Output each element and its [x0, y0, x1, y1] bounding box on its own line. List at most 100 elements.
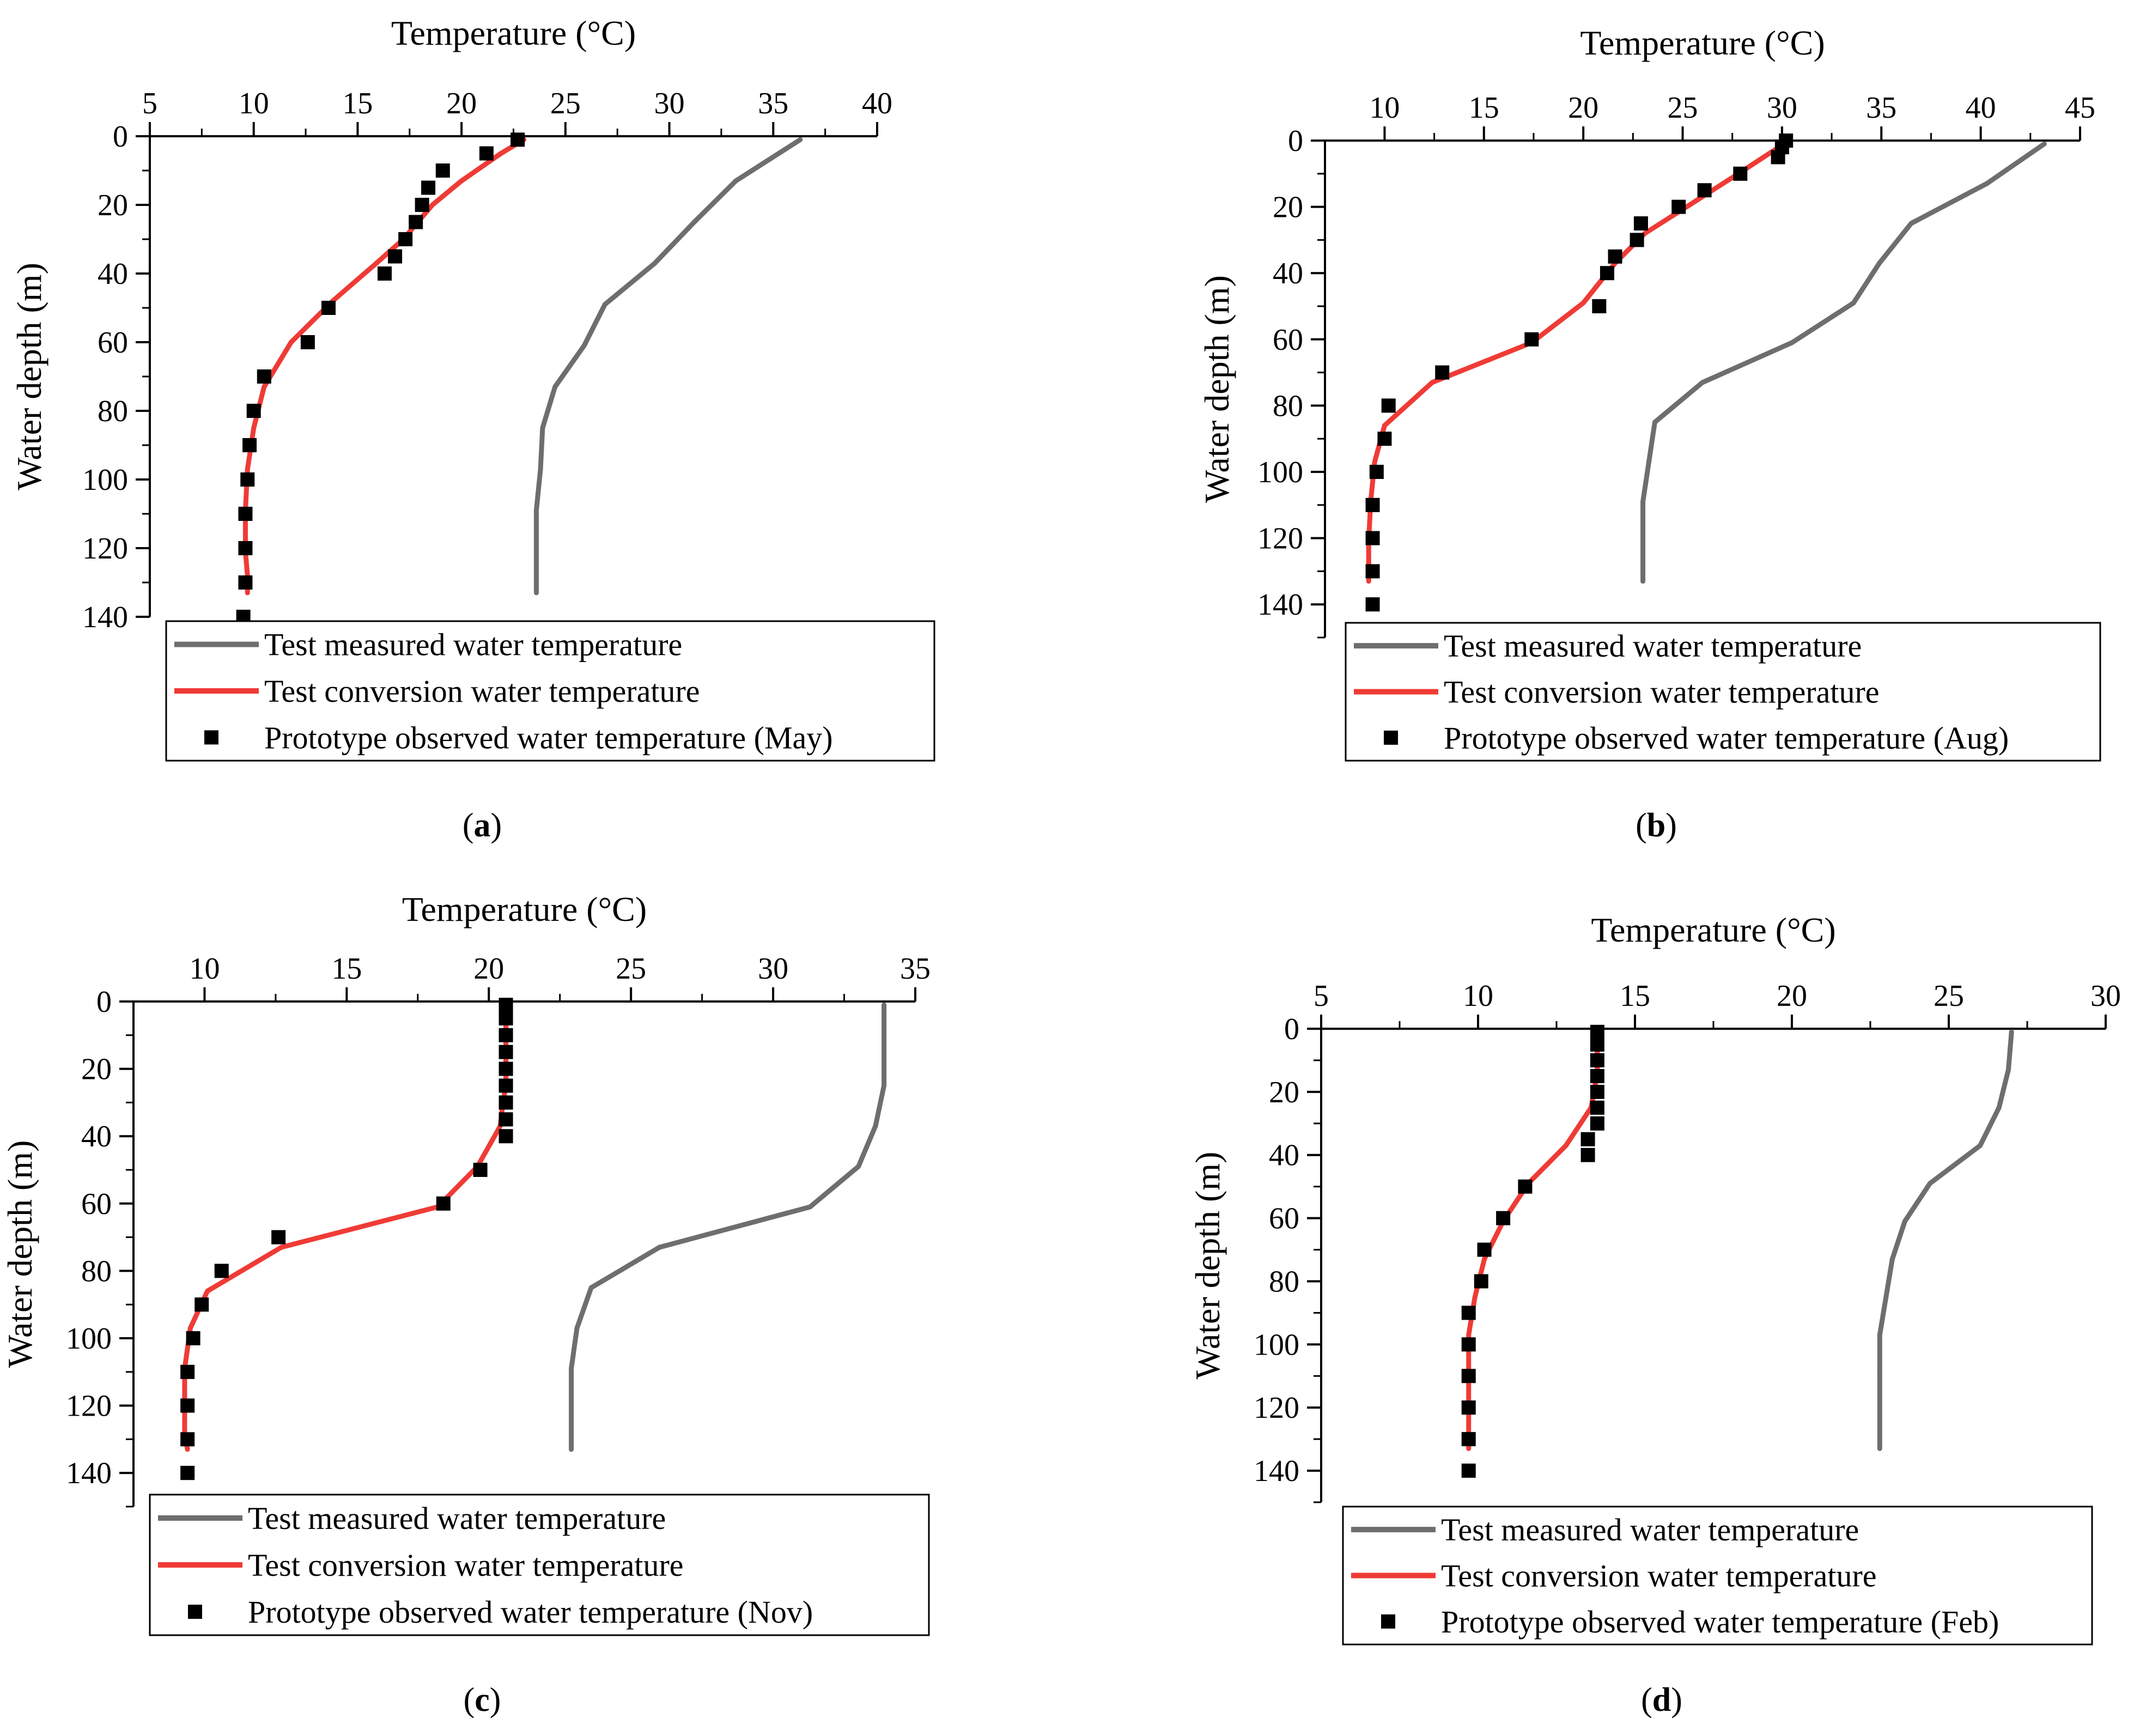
conversion-line-segment — [459, 151, 504, 184]
series-conversion — [1466, 1029, 1600, 1452]
measured-line-segment — [552, 343, 587, 390]
panel-label-open: ( — [1636, 807, 1647, 844]
measured-line-segment — [540, 384, 558, 430]
y-tick-label: 80 — [81, 1254, 112, 1288]
y-tick-label: 100 — [66, 1322, 112, 1356]
x-tick-label: 20 — [1777, 979, 1807, 1013]
legend-entry-conversion: Test conversion water temperature — [1444, 675, 1880, 710]
conversion-line-segment — [278, 1204, 440, 1250]
observed-point — [1590, 1084, 1604, 1099]
y-tick-label: 60 — [1273, 323, 1303, 357]
x-tick-label: 15 — [1620, 979, 1650, 1013]
observed-point — [1461, 1432, 1476, 1447]
measured-line-segment — [656, 1204, 813, 1250]
series-conversion — [1366, 141, 1787, 584]
x-axis-title: Temperature (°C) — [1591, 911, 1835, 949]
measured-line-segment — [1646, 420, 1657, 465]
x-tick-label: 20 — [446, 87, 477, 120]
observed-point — [479, 146, 494, 161]
observed-point — [186, 1331, 200, 1345]
measured-line-segment — [1700, 340, 1795, 385]
x-tick-label: 5 — [1314, 979, 1329, 1013]
observed-point — [409, 215, 423, 229]
measured-line-segment — [533, 466, 543, 513]
observed-point — [498, 1061, 513, 1076]
legend: Test measured water temperature Test conv… — [149, 1494, 930, 1636]
x-tick-label: 10 — [239, 87, 269, 120]
observed-point — [388, 249, 403, 264]
observed-point — [1590, 1024, 1604, 1039]
legend-entry-measured: Test measured water temperature — [264, 627, 682, 663]
y-tick-label: 20 — [81, 1053, 112, 1086]
y-tick-label: 0 — [96, 985, 112, 1019]
observed-point — [398, 232, 413, 246]
legend-entry-observed: Prototype observed water temperature (Au… — [1444, 720, 2009, 756]
observed-point — [257, 369, 271, 384]
observed-point — [1697, 183, 1712, 198]
measured-line-segment — [1652, 380, 1705, 425]
observed-point — [498, 998, 513, 1012]
series-observed-points — [236, 132, 525, 624]
observed-point — [246, 404, 261, 418]
measured-line-segment — [2005, 1029, 2014, 1072]
y-tick-label: 20 — [1269, 1076, 1299, 1109]
observed-point — [238, 541, 253, 555]
x-axis-title: Temperature (°C) — [391, 14, 636, 52]
x-tick-label: 35 — [1866, 91, 1896, 125]
y-tick-label: 60 — [98, 326, 128, 360]
legend-entry-conversion: Test conversion water temperature — [1441, 1558, 1877, 1594]
legend-entry-observed: Prototype observed water temperature (Fe… — [1441, 1604, 1999, 1640]
conversion-line-segment — [1525, 1143, 1568, 1186]
observed-point — [180, 1398, 195, 1413]
observed-point — [300, 335, 315, 349]
measured-line-segment — [856, 1124, 878, 1169]
y-tick-label: 40 — [98, 257, 128, 291]
y-tick-label: 120 — [1254, 1391, 1299, 1425]
measured-line-segment — [1902, 1181, 1932, 1224]
measured-line-segment — [602, 260, 658, 307]
y-tick-label: 40 — [1269, 1139, 1299, 1173]
observed-point — [1580, 1132, 1595, 1146]
observed-point — [180, 1364, 195, 1379]
observed-point — [1477, 1242, 1492, 1257]
observed-point — [1461, 1369, 1476, 1383]
observed-point — [1590, 1069, 1604, 1083]
panel-label-close: ) — [1671, 1682, 1682, 1719]
series-measured — [533, 137, 803, 596]
x-tick-label: 30 — [654, 87, 685, 120]
observed-point — [1365, 597, 1380, 612]
legend-swatch-observed — [204, 730, 218, 745]
measured-line-segment — [1978, 1105, 2002, 1148]
legend-swatch-observed — [188, 1605, 202, 1619]
observed-point — [1771, 150, 1785, 165]
y-tick-label: 100 — [1254, 1328, 1299, 1362]
y-tick-label: 140 — [66, 1456, 112, 1490]
y-tick-label: 0 — [113, 120, 128, 154]
y-tick-label: 80 — [1269, 1265, 1299, 1298]
x-tick-label: 25 — [1934, 979, 1964, 1013]
observed-point — [378, 266, 392, 281]
observed-point — [1590, 1053, 1604, 1067]
panel-label-letter: a — [474, 807, 491, 844]
y-tick-label: 20 — [1273, 191, 1303, 224]
measured-line-segment — [588, 1245, 662, 1290]
series-conversion — [182, 1002, 509, 1452]
y-tick-label: 80 — [98, 394, 128, 428]
measured-line-segment — [1789, 300, 1856, 345]
panel-label-close: ) — [490, 1682, 501, 1719]
measured-line-segment — [1908, 181, 1990, 226]
observed-point — [1461, 1400, 1476, 1415]
observed-point — [498, 1112, 513, 1127]
observed-point — [498, 1045, 513, 1059]
panel-label-close: ) — [491, 807, 502, 844]
observed-point — [1518, 1179, 1533, 1194]
legend-box — [165, 620, 935, 762]
x-tick-label: 20 — [1568, 91, 1598, 125]
observed-point — [1590, 1037, 1604, 1052]
measured-line-segment — [1851, 260, 1882, 306]
x-tick-label: 35 — [758, 87, 788, 120]
y-tick-label: 80 — [1273, 389, 1303, 423]
x-tick-label: 40 — [1966, 91, 1996, 125]
measured-line-segment — [1889, 1218, 1907, 1262]
observed-point — [1580, 1148, 1595, 1162]
